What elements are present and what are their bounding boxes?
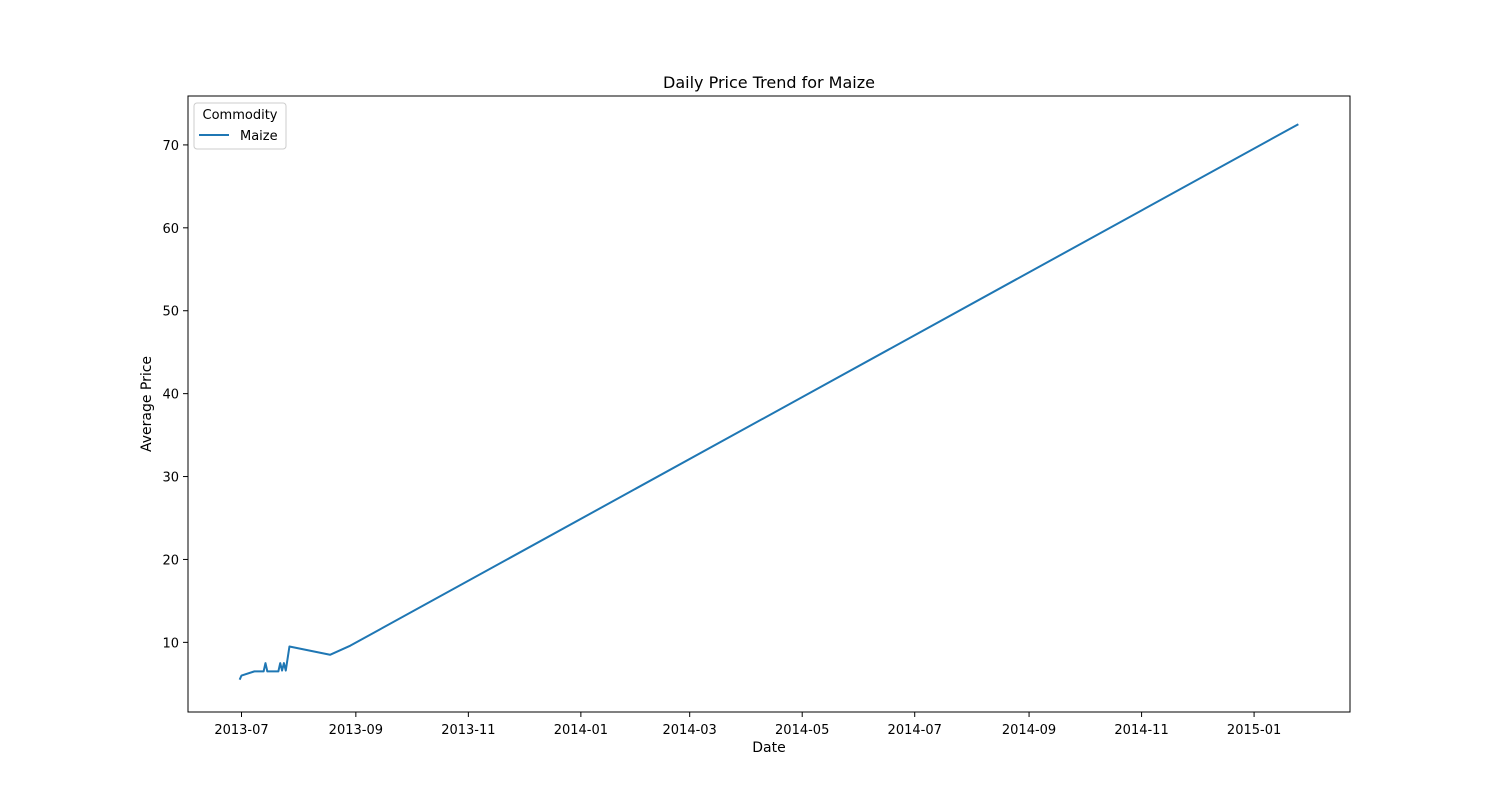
series-layer (238, 123, 1299, 681)
y-tick-label: 40 (162, 388, 179, 403)
x-tick-label: 2014-05 (775, 723, 829, 738)
x-tick-label: 2015-01 (1227, 723, 1281, 738)
plot-frame (187, 95, 1351, 713)
chart-title: Daily Price Trend for Maize (663, 73, 875, 92)
plot-area: 2013-07 2013-09 2013-11 2014-01 2014-03 2014-… (162, 95, 1351, 738)
x-tick-label: 2014-11 (1114, 723, 1168, 738)
y-tick-label: 30 (162, 471, 179, 486)
legend-label-maize: Maize (240, 129, 278, 144)
x-tick-label: 2014-01 (554, 723, 608, 738)
legend-box (193, 102, 287, 150)
x-tick-label: 2014-03 (663, 723, 717, 738)
x-tick-label: 2014-09 (1002, 723, 1056, 738)
x-axis: 2013-07 2013-09 2013-11 2014-01 2014-03 2014-… (214, 712, 1281, 738)
y-tick-label: 60 (162, 222, 179, 237)
y-tick-label: 10 (162, 636, 179, 651)
x-tick-label: 2014-07 (888, 723, 942, 738)
x-tick-label: 2013-07 (214, 723, 268, 738)
y-tick-label: 50 (162, 305, 179, 320)
legend-title: Commodity (203, 108, 278, 123)
series-line-maize (238, 123, 1299, 681)
y-axis: 10 20 30 40 50 60 70 (162, 139, 188, 651)
y-tick-label: 70 (162, 139, 179, 154)
x-tick-label: 2013-11 (441, 723, 495, 738)
y-tick-label: 20 (162, 553, 179, 568)
x-axis-label: Date (752, 740, 785, 756)
x-tick-label: 2013-09 (329, 723, 383, 738)
legend: Commodity Maize (193, 102, 287, 150)
y-axis-label: Average Price (139, 356, 155, 452)
